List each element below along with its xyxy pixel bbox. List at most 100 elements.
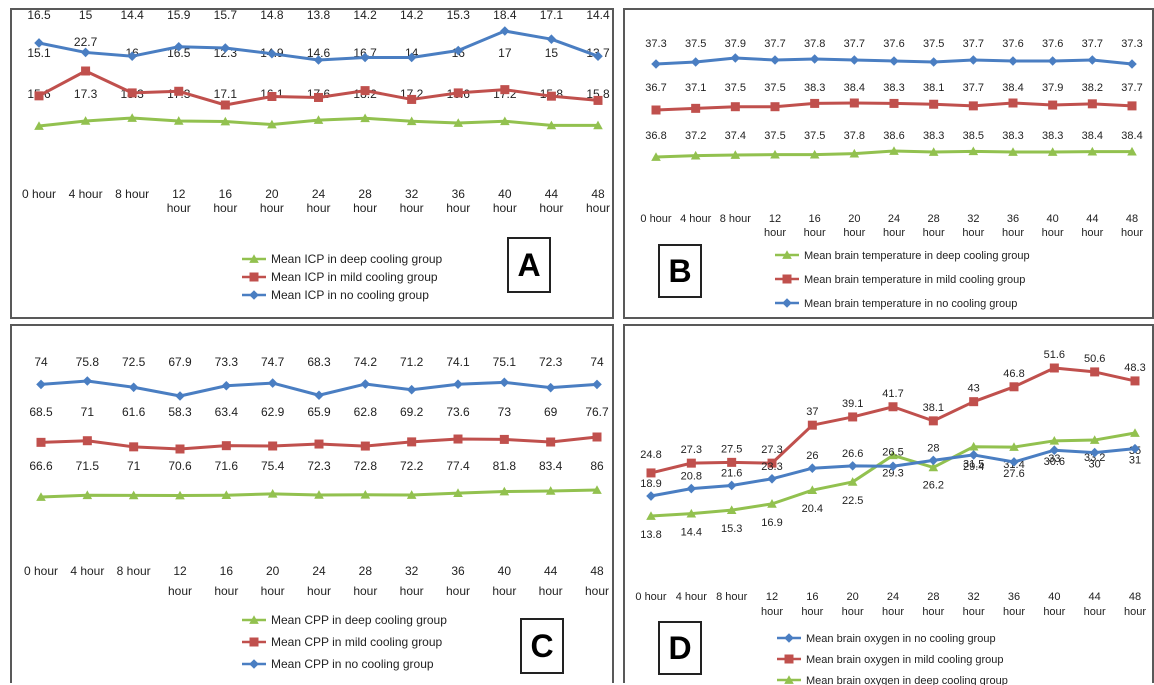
panel-label-b: B [658, 244, 702, 298]
x-tick-label: 4 hour [69, 187, 103, 201]
data-label-mild: 38.1 [923, 402, 944, 414]
legend-none-label: Mean brain temperature in no cooling gro… [804, 298, 1017, 310]
x-tick-label: 20 hour [261, 564, 285, 598]
series-none-point [928, 455, 939, 466]
series-deep-point [646, 511, 656, 520]
x-tick-label: 8 hour [720, 213, 752, 225]
series-deep-point [1009, 442, 1019, 451]
x-tick-label: 40 hour [1043, 591, 1065, 618]
series-mild-group: 68.5 71 61.6 58.3 63.4 62.9 65.9 62.8 69.2 73.6 73… [29, 405, 609, 454]
data-label-deep: 38.3 [923, 130, 944, 142]
legend: Mean CPP in deep cooling group Mean CPP i… [242, 613, 447, 671]
x-tick-label: 32 hour [400, 187, 424, 215]
x-tick-label: 12 hour [167, 187, 191, 215]
data-label-deep: 29.3 [882, 467, 903, 479]
series-deep-point [453, 488, 463, 497]
series-deep-point [651, 152, 661, 161]
data-label-mild: 68.5 [29, 405, 53, 419]
data-label-mild: 36.7 [645, 82, 666, 94]
series-deep-point [267, 489, 278, 498]
data-label-mild: 69 [544, 405, 558, 419]
legend-deep-label: Mean ICP in deep cooling group [271, 252, 443, 266]
series-deep-point [767, 499, 777, 508]
series-deep-point [406, 490, 417, 499]
series-none-point [360, 52, 370, 63]
x-tick-label: 28 hour [353, 564, 377, 598]
data-label-deep: 26.2 [923, 479, 944, 491]
data-label-none: 72.3 [539, 355, 563, 369]
series-deep-point [80, 116, 91, 125]
data-label-deep: 20.4 [802, 503, 823, 515]
legend-none-label: Mean CPP in no cooling group [271, 657, 434, 671]
data-label-deep: 72.8 [354, 459, 378, 473]
series-none-point [220, 43, 231, 53]
series-mild-point [730, 102, 740, 112]
x-tick-label: 4 hour [70, 564, 104, 578]
legend-none-marker [249, 290, 259, 300]
data-label-none: 15.3 [447, 8, 471, 22]
series-mild-point [928, 416, 938, 426]
series-none-point [1087, 55, 1098, 65]
data-label-none: 68.3 [307, 355, 331, 369]
series-deep-point [1089, 435, 1100, 444]
series-mild-point [1090, 367, 1100, 377]
x-tick-label: 20 hour [843, 213, 865, 239]
data-label-none: 30.6 [1044, 456, 1065, 468]
series-deep-point [849, 148, 860, 158]
series-none-point [726, 480, 737, 491]
data-label-mild: 27.3 [681, 444, 702, 456]
series-deep-point [1127, 146, 1137, 156]
data-label-mild: 69.2 [400, 405, 424, 419]
series-mild-point [546, 437, 556, 447]
icp-chart-svg: 15.617.318.317.317.116.117.618.217.216.6… [22, 8, 610, 302]
x-tick-label: 44 hour [1084, 591, 1106, 618]
series-none-point [686, 483, 697, 494]
data-label-deep: 38.5 [963, 130, 984, 142]
x-tick-label: 32 hour [962, 213, 984, 239]
series-none-point [221, 380, 232, 391]
data-label-deep: 37.4 [725, 130, 746, 142]
legend-mild-label: Mean brain oxygen in mild cooling group [806, 654, 1004, 666]
series-mild-point [929, 99, 939, 109]
series-mild-point [1087, 99, 1097, 109]
series-none-group: 37.3 37.5 37.9 37.7 37.8 37.7 37.6 37.5 37.7 37.6… [645, 38, 1143, 69]
data-label-deep: 38.3 [1042, 130, 1063, 142]
data-label-deep: 15.3 [721, 523, 742, 535]
series-none-point [690, 57, 701, 67]
data-label-deep: 38.4 [1121, 130, 1142, 142]
data-label-none: 74.2 [354, 355, 378, 369]
data-label-deep: 33 [1048, 453, 1060, 465]
data-label-none: 31 [1129, 455, 1141, 467]
series-none-point [730, 53, 741, 63]
series-mild-point [34, 91, 44, 101]
data-label-mild: 37.1 [685, 82, 706, 94]
data-label-none: 18.4 [493, 8, 517, 22]
data-label-deep: 77.4 [446, 459, 470, 473]
series-deep-point [593, 120, 603, 130]
data-label-deep: 17.3 [74, 87, 98, 101]
data-label-mild: 22.7 [74, 35, 98, 49]
series-mild-point [888, 402, 898, 412]
x-tick-label: 24 hour [307, 564, 331, 598]
series-none-group: 74 75.8 72.5 67.9 73.3 74.7 68.3 74.2 71.2 74.1 75… [34, 355, 604, 401]
data-label-mild: 27.5 [721, 443, 742, 455]
series-deep-point [770, 149, 780, 159]
series-mild-point [129, 442, 139, 452]
x-tick-label: 4 hour [680, 213, 712, 225]
data-label-mild: 27.3 [761, 444, 782, 456]
data-label-none: 13.8 [307, 8, 331, 22]
series-mild-point [546, 91, 556, 101]
data-label-mild: 63.4 [215, 405, 239, 419]
x-tick-label: 0 hour [24, 564, 58, 578]
series-none-point [592, 379, 602, 390]
data-label-deep: 37.2 [685, 130, 706, 142]
data-label-mild: 37.5 [764, 82, 785, 94]
legend: Mean brain oxygen in no cooling group Mea… [777, 633, 1008, 685]
data-label-mild: 15.1 [27, 46, 51, 60]
x-tick-label: 8 hour [716, 591, 748, 603]
series-none-point [1047, 56, 1058, 66]
data-label-none: 74 [590, 355, 604, 369]
panel-a-icp-chart: 15.617.318.317.317.116.117.618.217.216.6… [10, 8, 614, 319]
series-none-point [175, 391, 185, 401]
series-none-point [770, 55, 780, 65]
